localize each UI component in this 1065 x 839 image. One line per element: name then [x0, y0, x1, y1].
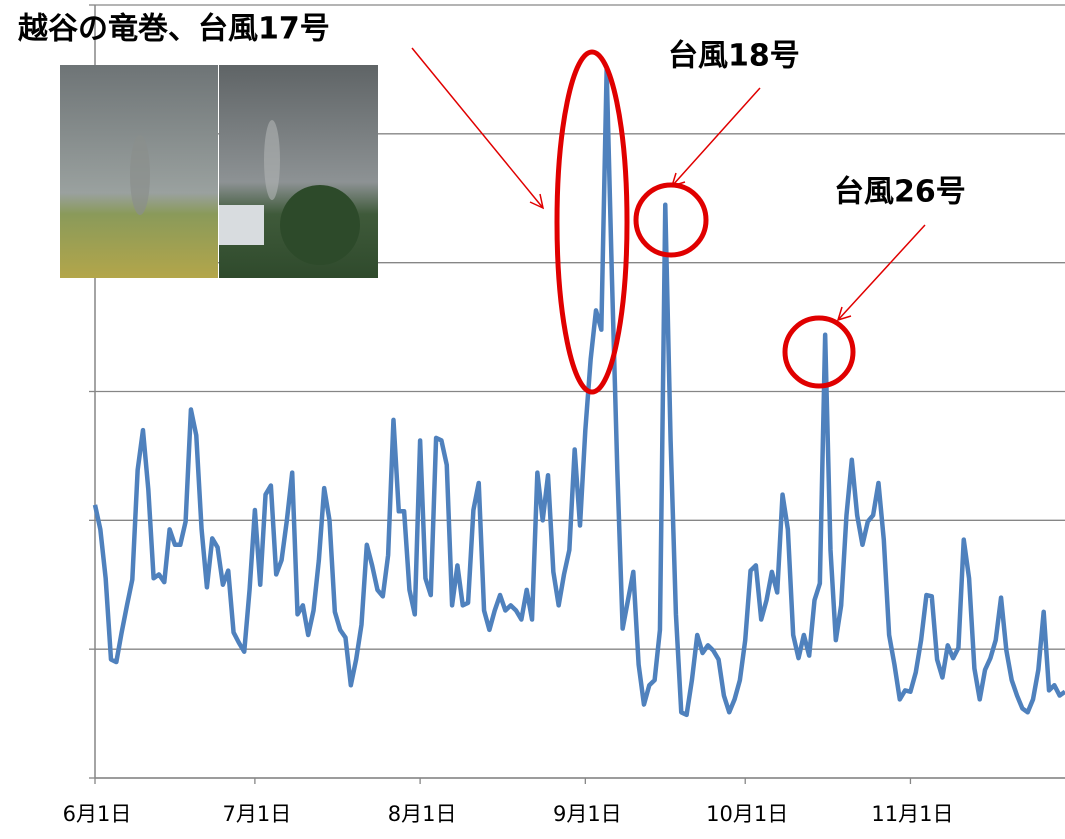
- x-tick-label: 9月1日: [553, 802, 622, 826]
- highlight-circle: [782, 315, 856, 389]
- x-tick-label: 6月1日: [63, 802, 132, 826]
- photo: [60, 65, 378, 278]
- tornado: [130, 135, 150, 215]
- x-tick-label: 8月1日: [388, 802, 457, 826]
- x-tick-label: 10月1日: [706, 802, 788, 826]
- tree: [280, 185, 360, 265]
- annotation: 台風18号: [668, 39, 800, 74]
- highlight-circle: [633, 182, 709, 258]
- arrow: [671, 87, 761, 187]
- arrow-head: [670, 172, 686, 188]
- highlight-ellipse: [554, 49, 630, 395]
- arrow-head: [836, 306, 852, 322]
- x-tick-label: 11月1日: [871, 802, 953, 826]
- plot: [92, 67, 1065, 718]
- arrows: [411, 47, 926, 322]
- callouts: [411, 47, 926, 395]
- annotation: 台風26号: [834, 175, 966, 210]
- arrow: [837, 224, 926, 321]
- arrow: [411, 47, 544, 209]
- arrow-head: [529, 193, 545, 210]
- annotation: 越谷の竜巻、台風17号: [18, 12, 330, 47]
- house: [219, 205, 264, 245]
- tornado: [264, 120, 280, 200]
- data-line: [92, 67, 1065, 718]
- x-tick-label: 7月1日: [223, 802, 292, 826]
